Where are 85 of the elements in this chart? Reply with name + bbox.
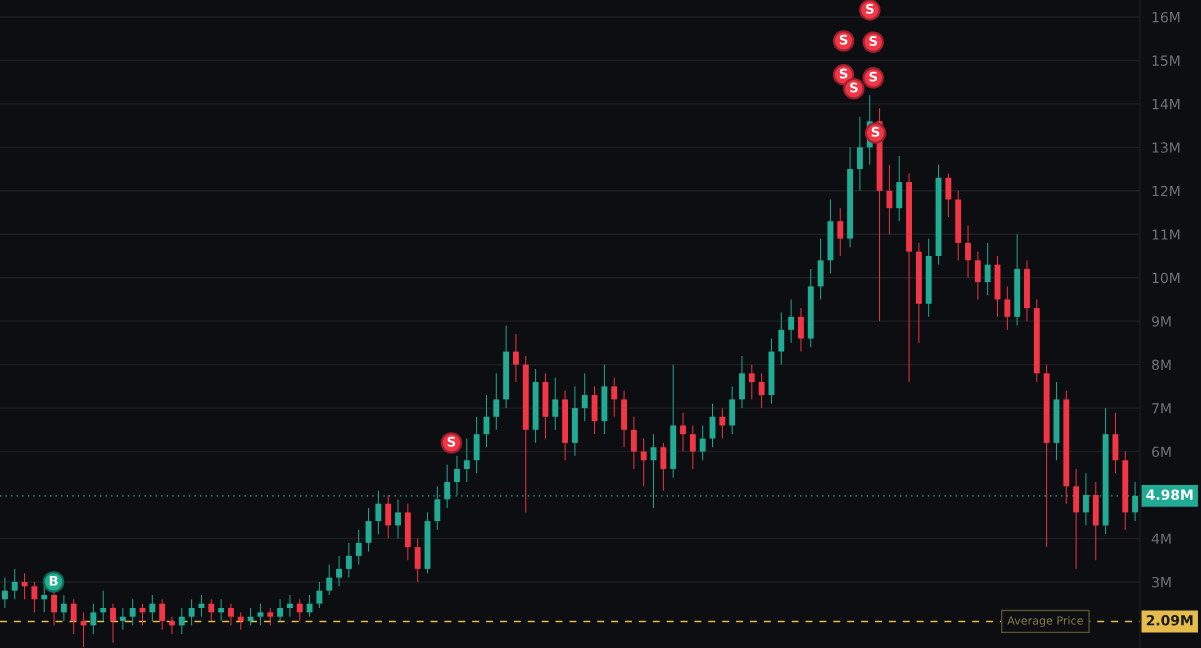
y-tick-label: 16M	[1152, 11, 1180, 23]
ref-line-label: 2.09M	[1146, 615, 1193, 626]
candlestick	[178, 607, 185, 635]
candlestick	[581, 372, 588, 422]
candlestick	[630, 416, 637, 470]
candlestick	[719, 407, 726, 440]
candlestick	[208, 598, 215, 622]
annotation: S	[447, 436, 456, 447]
candlestick	[70, 598, 77, 635]
annotation: S	[866, 3, 874, 14]
candlestick	[60, 594, 67, 622]
candlestick	[129, 598, 136, 626]
candlestick	[169, 616, 175, 635]
candlestick	[463, 438, 470, 483]
y-tick-label: 15M	[1152, 55, 1180, 66]
annotation: S	[839, 34, 848, 45]
candlestick	[395, 498, 401, 539]
candlestick	[699, 424, 706, 461]
candlestick	[945, 172, 952, 218]
candlestick	[1004, 285, 1011, 331]
candlestick	[11, 568, 18, 600]
y-tick-label: 14M	[1152, 99, 1180, 110]
candlestick	[493, 372, 500, 431]
y-tick-label: 12M	[1152, 185, 1180, 197]
annotation: S	[850, 82, 858, 93]
candlestick	[31, 581, 38, 613]
y-tick-label: 3M	[1152, 576, 1171, 588]
candlestick	[257, 603, 264, 626]
candlestick	[277, 598, 284, 622]
y-tick-label: 7M	[1152, 403, 1171, 414]
annotation: S	[869, 71, 878, 82]
candlestick	[611, 377, 618, 418]
candlestick	[375, 490, 382, 535]
annotation: Average Price	[1007, 616, 1083, 627]
annotation: S	[871, 126, 880, 137]
candlestick	[336, 555, 342, 587]
candlestick	[100, 590, 107, 622]
candlestick	[513, 333, 519, 383]
candlestick	[680, 411, 686, 453]
candlestick	[856, 116, 863, 192]
y-tick-label: 9M	[1151, 316, 1171, 327]
candlestick	[778, 311, 785, 366]
candlestick	[660, 442, 667, 492]
y-tick-label: 10M	[1152, 272, 1180, 284]
candlestick	[414, 537, 421, 583]
candlestick	[110, 603, 116, 644]
y-tick-label: 8M	[1152, 359, 1171, 371]
candlestick	[984, 242, 991, 296]
candlestick	[159, 598, 166, 631]
candlestick	[228, 603, 234, 626]
annotation: B	[49, 575, 58, 586]
candlestick	[286, 594, 293, 618]
candlestick	[149, 594, 156, 622]
candlestick	[798, 307, 804, 353]
candlestick	[119, 607, 126, 631]
candlestick	[748, 364, 755, 400]
ref-line-label: 4.98M	[1146, 489, 1193, 500]
candlestick	[316, 581, 323, 609]
candlestick	[965, 225, 971, 279]
candlestick	[326, 564, 333, 596]
candlestick	[385, 494, 392, 539]
candlestick	[640, 438, 647, 487]
candlestick	[552, 377, 559, 431]
candlestick	[974, 251, 981, 300]
candlestick	[296, 598, 303, 622]
candlestick	[218, 598, 225, 622]
candlestick	[788, 298, 795, 344]
y-tick-label: 4M	[1151, 533, 1171, 544]
candlestick	[90, 603, 97, 635]
y-tick-label: 11M	[1152, 229, 1180, 240]
candlestick	[355, 529, 362, 566]
y-tick-label: 13M	[1152, 142, 1180, 153]
candlestick	[758, 372, 765, 409]
candlestick	[886, 164, 893, 235]
candlestick	[306, 594, 313, 618]
candlestick	[345, 542, 352, 579]
annotation: S	[869, 36, 878, 46]
candlestick	[188, 598, 195, 626]
candlestick	[21, 572, 28, 600]
candlestick	[51, 590, 57, 626]
candlestick	[837, 207, 844, 257]
candlestick	[1, 577, 8, 609]
y-tick-label: 6M	[1152, 446, 1171, 458]
candlestick	[689, 424, 696, 470]
annotation: S	[839, 68, 848, 79]
